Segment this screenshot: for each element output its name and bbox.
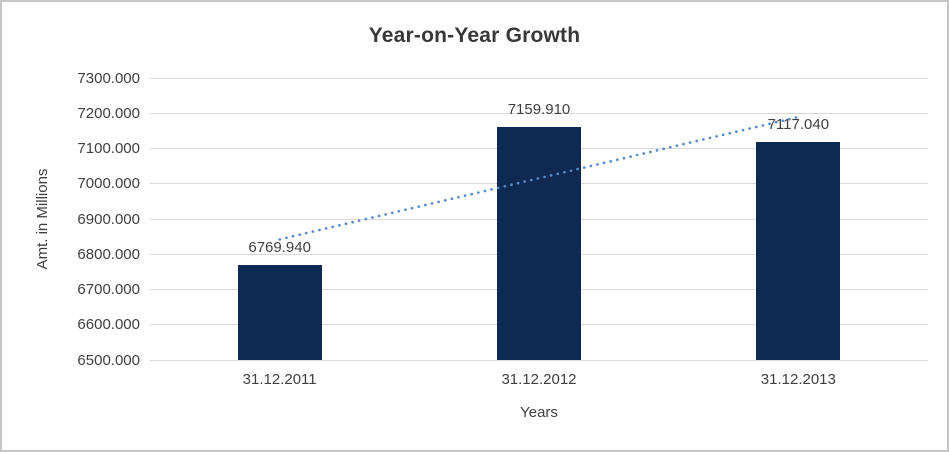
x-tick-label: 31.12.2013 bbox=[760, 371, 836, 388]
y-tick-label: 6600.000 bbox=[77, 316, 140, 334]
bar-31.12.2011 bbox=[237, 264, 322, 360]
bar-31.12.2013 bbox=[756, 142, 841, 360]
y-tick-label: 7200.000 bbox=[77, 104, 140, 122]
x-tick-label: 31.12.2011 bbox=[242, 371, 317, 388]
y-tick-label: 7300.000 bbox=[77, 69, 140, 87]
data-label: 7117.040 bbox=[767, 116, 830, 134]
y-tick-label: 6500.000 bbox=[77, 351, 140, 369]
plot-area: 6769.940 31.12.2011 7159.910 31.12.2012 7117… bbox=[150, 77, 928, 388]
y-tick-label: 7100.000 bbox=[77, 140, 140, 157]
y-tick-label: 6700.000 bbox=[77, 281, 140, 298]
x-axis-title: Years bbox=[520, 404, 558, 421]
chart-title: Year-on-Year Growth bbox=[368, 24, 581, 47]
gridline bbox=[150, 77, 928, 79]
data-label: 6769.940 bbox=[248, 238, 311, 256]
data-label: 7159.910 bbox=[507, 101, 571, 119]
y-tick-label: 7000.000 bbox=[77, 175, 140, 193]
x-tick-label: 31.12.2012 bbox=[501, 371, 577, 388]
y-tick-label: 6800.000 bbox=[77, 245, 140, 263]
gridline bbox=[150, 112, 928, 114]
y-tick-label: 6900.000 bbox=[77, 210, 140, 228]
bar-31.12.2012 bbox=[497, 127, 581, 360]
gridline bbox=[150, 359, 928, 361]
